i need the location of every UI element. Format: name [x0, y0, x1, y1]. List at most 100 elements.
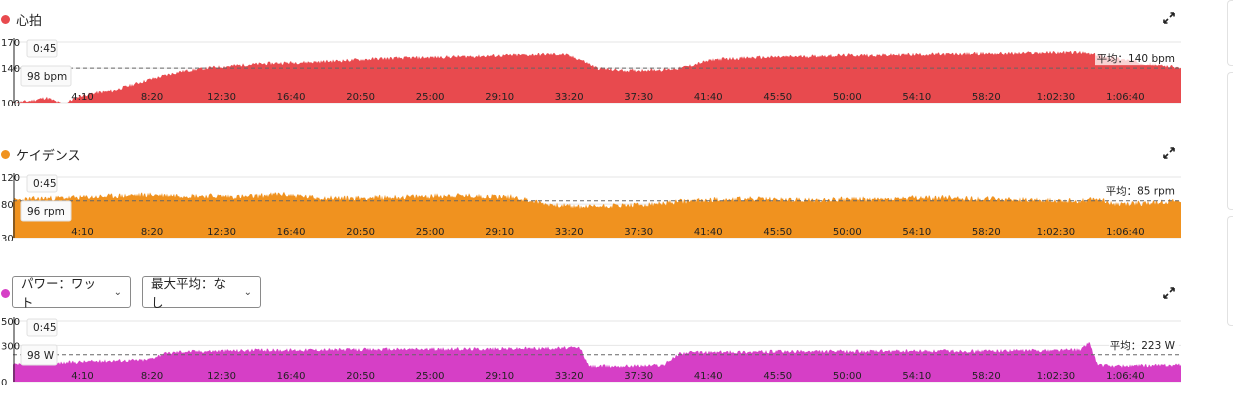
x-tick-label: 16:40 — [277, 227, 306, 238]
cadence-panel: ケイデンス — [0, 135, 1233, 255]
cadence-expand-icon[interactable] — [1163, 147, 1175, 159]
average-label-bg — [1103, 182, 1179, 198]
average-label-bg — [1095, 50, 1179, 66]
heart-rate-panel: 心拍 — [0, 0, 1233, 120]
tooltip-time: 0:45 — [33, 178, 57, 190]
x-tick-label: 41:40 — [694, 371, 723, 382]
y-tick-label: 100 — [1, 99, 20, 106]
x-tick-label: 37:30 — [624, 92, 653, 103]
tooltip-time-box — [26, 318, 58, 337]
cadence-chart[interactable]: 平均：85 rpm 30 80 120 4:10 8:20 12:30 16:40 20:50 2… — [0, 171, 1190, 241]
series-area — [13, 341, 1181, 382]
x-tick-label: 20:50 — [346, 92, 375, 103]
x-tick-label: 33:20 — [555, 92, 584, 103]
y-tick-label: 0 — [1, 378, 7, 385]
tooltip-value: 98 bpm — [27, 71, 67, 83]
x-tick-label: 37:30 — [624, 227, 653, 238]
x-tick-label: 25:00 — [416, 92, 445, 103]
average-label-bg — [1109, 336, 1179, 352]
x-tick-label: 12:30 — [207, 92, 236, 103]
x-tick-label: 50:00 — [833, 92, 862, 103]
tooltip-value-box — [20, 200, 72, 222]
x-tick-label: 25:00 — [416, 371, 445, 382]
x-tick-label: 37:30 — [624, 371, 653, 382]
chevron-down-icon: ⌄ — [113, 286, 122, 298]
tooltip-time-box — [26, 39, 58, 58]
power-expand-icon[interactable] — [1163, 287, 1175, 299]
tooltip-time-box — [26, 174, 58, 193]
x-tick-label: 16:40 — [277, 92, 306, 103]
y-tick-label: 300 — [1, 341, 20, 352]
heart-rate-chart[interactable]: 平均：140 bpm 100 140 170 4:10 8:20 12:30 16:40 20:… — [0, 36, 1190, 106]
side-card — [1227, 0, 1233, 66]
power-chart[interactable]: 平均：223 W 0 300 500 4:10 8:20 12:30 16:40 20:50 25… — [0, 315, 1190, 385]
x-tick-label: 58:20 — [972, 371, 1001, 382]
x-tick-label: 54:10 — [902, 92, 931, 103]
x-tick-label: 50:00 — [833, 227, 862, 238]
x-tick-label: 58:20 — [972, 227, 1001, 238]
tooltip-value-box — [20, 65, 72, 87]
x-tick-label: 33:20 — [555, 227, 584, 238]
x-tick-label: 12:30 — [207, 371, 236, 382]
x-tick-label: 54:10 — [902, 227, 931, 238]
power-metric-select-value: パワー：ワット — [21, 276, 97, 310]
power-metric-select[interactable]: パワー：ワット ⌄ — [12, 276, 131, 310]
average-label: 平均：223 W — [1110, 340, 1176, 352]
y-tick-label: 170 — [1, 38, 20, 49]
hr-legend-dot — [1, 15, 10, 24]
series-area — [13, 50, 1181, 103]
x-tick-label: 50:00 — [833, 371, 862, 382]
cadence-legend-dot — [1, 150, 10, 159]
y-tick-label: 120 — [1, 173, 20, 184]
x-tick-label: 58:20 — [972, 92, 1001, 103]
y-tick-label: 80 — [1, 200, 14, 211]
x-tick-label: 20:50 — [346, 227, 375, 238]
x-tick-label: 33:20 — [555, 371, 584, 382]
x-tick-label: 16:40 — [277, 371, 306, 382]
x-tick-label: 45:50 — [763, 92, 792, 103]
x-tick-label: 25:00 — [416, 227, 445, 238]
x-tick-label: 4:10 — [71, 92, 93, 103]
x-tick-label: 8:20 — [141, 92, 163, 103]
tooltip-value: 98 W — [27, 350, 55, 362]
y-tick-label: 140 — [1, 64, 20, 75]
x-tick-label: 1:06:40 — [1106, 92, 1145, 103]
x-tick-label: 4:10 — [71, 371, 93, 382]
x-tick-label: 20:50 — [346, 371, 375, 382]
max-average-select-value: 最大平均：なし — [151, 276, 227, 310]
x-tick-label: 41:40 — [694, 227, 723, 238]
x-tick-label: 1:06:40 — [1106, 227, 1145, 238]
x-tick-label: 4:10 — [71, 227, 93, 238]
x-tick-label: 8:20 — [141, 371, 163, 382]
cadence-title-row: ケイデンス — [0, 145, 80, 164]
y-tick-label: 500 — [1, 317, 20, 328]
x-tick-label: 1:02:30 — [1037, 227, 1076, 238]
x-tick-label: 1:06:40 — [1106, 371, 1145, 382]
x-tick-label: 29:10 — [485, 371, 514, 382]
x-tick-label: 45:50 — [763, 371, 792, 382]
power-legend-dot — [1, 289, 10, 298]
x-tick-label: 41:40 — [694, 92, 723, 103]
hr-expand-icon[interactable] — [1163, 12, 1175, 24]
hr-title: 心拍 — [16, 14, 43, 29]
chevron-down-icon: ⌄ — [243, 286, 252, 298]
x-tick-label: 45:50 — [763, 227, 792, 238]
max-average-select[interactable]: 最大平均：なし ⌄ — [142, 276, 261, 310]
x-tick-label: 1:02:30 — [1037, 92, 1076, 103]
cadence-title: ケイデンス — [16, 149, 81, 164]
tooltip-time: 0:45 — [33, 322, 57, 334]
x-tick-label: 54:10 — [902, 371, 931, 382]
x-tick-label: 1:02:30 — [1037, 371, 1076, 382]
x-tick-label: 29:10 — [485, 227, 514, 238]
hr-title-row: 心拍 — [0, 10, 42, 29]
y-tick-label: 30 — [1, 234, 14, 241]
x-tick-label: 8:20 — [141, 227, 163, 238]
average-label: 平均：85 rpm — [1106, 186, 1175, 198]
x-tick-label: 12:30 — [207, 227, 236, 238]
series-area — [13, 191, 1181, 238]
average-label: 平均：140 bpm — [1097, 53, 1175, 65]
tooltip-value-box — [20, 344, 58, 366]
x-tick-label: 29:10 — [485, 92, 514, 103]
power-panel: パワー：ワット ⌄ 最大平均：なし ⌄ — [0, 270, 1233, 416]
tooltip-value: 96 rpm — [27, 206, 65, 218]
